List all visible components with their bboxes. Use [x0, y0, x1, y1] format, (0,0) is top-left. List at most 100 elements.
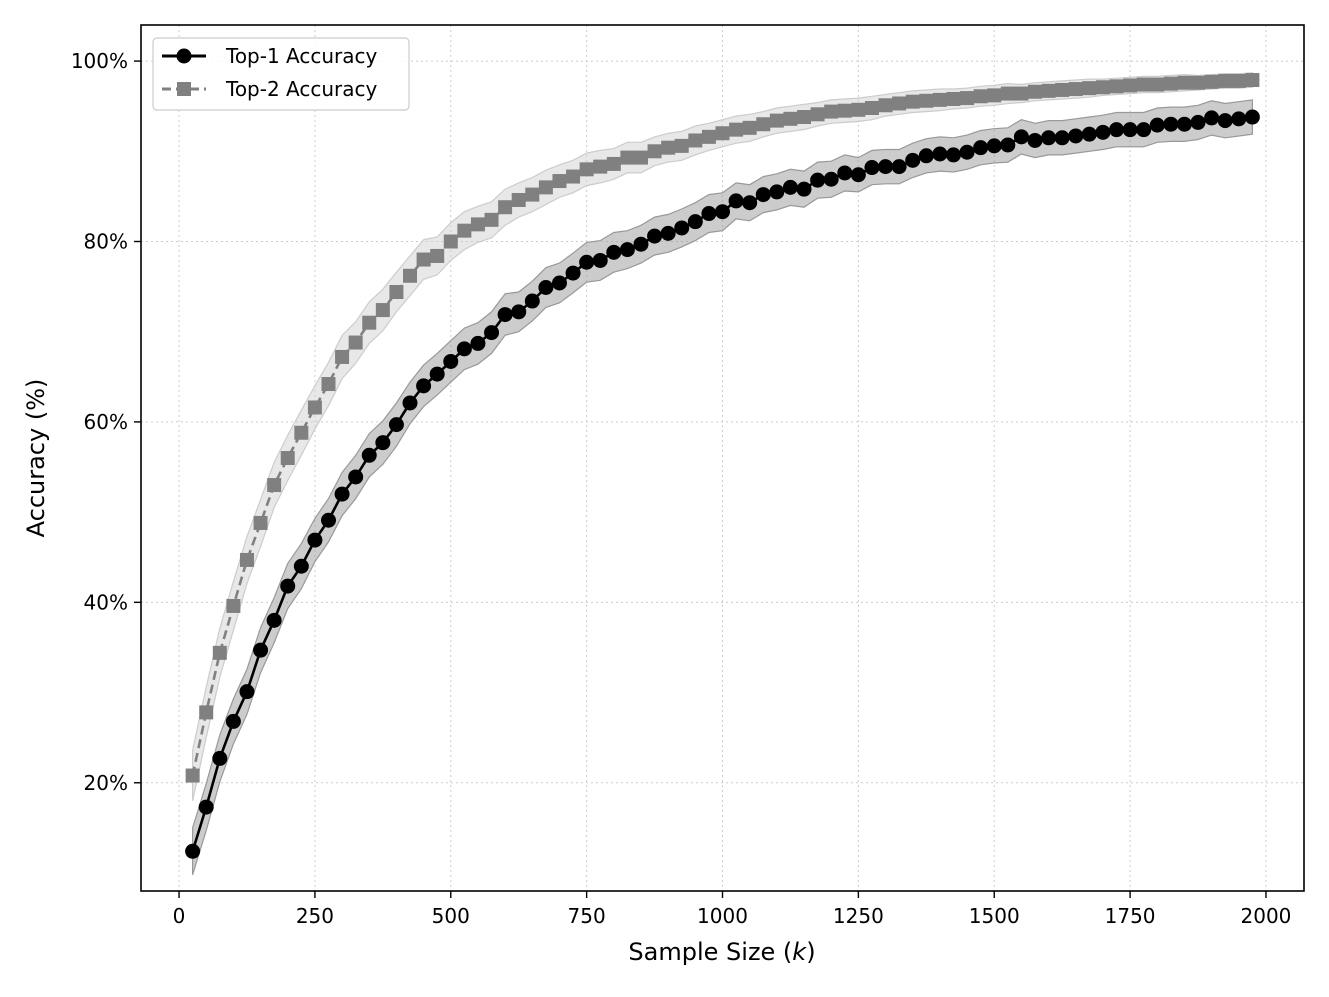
- point-top1: [1095, 124, 1111, 140]
- point-top2: [1055, 82, 1070, 97]
- point-top1: [823, 171, 839, 187]
- point-top1: [511, 304, 527, 320]
- point-top2: [1177, 75, 1192, 90]
- point-top2: [1163, 76, 1178, 91]
- legend-marker-top2: [177, 82, 191, 96]
- point-top2: [837, 103, 852, 118]
- y-tick-label: 20%: [84, 771, 128, 795]
- point-top2: [715, 126, 730, 141]
- point-top2: [810, 107, 825, 122]
- point-top1: [429, 366, 445, 382]
- point-top1: [1217, 113, 1233, 129]
- point-top1: [728, 193, 744, 209]
- point-top1: [687, 214, 703, 230]
- point-top1: [633, 236, 649, 252]
- x-tick-label: 2000: [1241, 904, 1292, 928]
- point-top2: [1150, 77, 1165, 92]
- point-top2: [1082, 81, 1097, 96]
- y-tick-label: 80%: [84, 230, 128, 254]
- point-top2: [1204, 74, 1219, 89]
- point-top2: [756, 117, 771, 132]
- point-top1: [1109, 122, 1125, 138]
- y-tick-label: 60%: [84, 410, 128, 434]
- band-top2: [192, 72, 1254, 801]
- y-axis-label: Accuracy (%): [22, 379, 50, 538]
- point-top1: [280, 578, 296, 594]
- x-axis-label-variable: k: [792, 938, 807, 966]
- point-top2: [688, 133, 703, 148]
- grid-lines: [141, 25, 1304, 891]
- point-top1: [674, 220, 690, 236]
- point-top1: [402, 395, 418, 411]
- point-top1: [212, 750, 228, 766]
- point-top1: [864, 160, 880, 176]
- point-top1: [973, 140, 989, 156]
- confidence-bands: [192, 72, 1254, 875]
- point-top1: [1122, 122, 1138, 138]
- x-tick-label: 1750: [1105, 904, 1156, 928]
- point-top2: [389, 285, 404, 300]
- point-top2: [457, 223, 472, 238]
- point-top1: [850, 167, 866, 183]
- point-top1: [959, 144, 975, 160]
- point-top2: [443, 234, 458, 249]
- point-top2: [552, 174, 567, 189]
- point-top1: [782, 179, 798, 195]
- point-top1: [484, 325, 500, 341]
- point-top1: [742, 195, 758, 211]
- point-top2: [375, 303, 390, 318]
- point-top2: [1027, 84, 1042, 99]
- point-top1: [551, 275, 567, 291]
- point-top1: [660, 225, 676, 241]
- point-top2: [905, 94, 920, 109]
- point-top1: [810, 172, 826, 188]
- point-top2: [647, 144, 662, 159]
- point-top2: [1000, 86, 1015, 101]
- point-top1: [769, 184, 785, 200]
- point-top1: [198, 799, 214, 815]
- point-top2: [1095, 80, 1110, 95]
- point-top1: [1000, 137, 1016, 153]
- point-top1: [348, 469, 364, 485]
- point-top2: [511, 193, 526, 208]
- band-top1: [192, 99, 1254, 875]
- point-top2: [253, 515, 268, 530]
- point-top2: [484, 212, 499, 227]
- point-top1: [1231, 111, 1247, 127]
- point-top1: [945, 147, 961, 163]
- point-top1: [361, 447, 377, 463]
- point-top2: [579, 162, 594, 177]
- point-top1: [986, 138, 1002, 154]
- point-top1: [1081, 126, 1097, 142]
- point-top1: [579, 254, 595, 270]
- point-top2: [403, 268, 418, 283]
- point-top2: [878, 98, 893, 113]
- point-top2: [498, 200, 513, 215]
- point-top1: [606, 244, 622, 260]
- point-top2: [783, 111, 798, 126]
- point-top1: [307, 532, 323, 548]
- point-top2: [267, 478, 282, 493]
- point-top2: [307, 400, 322, 415]
- point-top2: [348, 335, 363, 350]
- point-top1: [1068, 128, 1084, 144]
- point-top1: [524, 293, 540, 309]
- point-top2: [566, 169, 581, 184]
- point-top1: [1013, 129, 1029, 145]
- point-top1: [701, 206, 717, 222]
- point-top1: [538, 280, 554, 296]
- point-top1: [592, 252, 608, 268]
- x-axis-ticks: 0 250 500 750 1000 1250 1500 1750 2000: [173, 891, 1292, 928]
- point-top2: [919, 93, 934, 108]
- point-top1: [416, 378, 432, 394]
- point-top2: [892, 96, 907, 111]
- point-top2: [362, 315, 377, 330]
- x-axis-label: Sample Size (k): [628, 938, 815, 966]
- point-top2: [769, 113, 784, 128]
- point-top2: [742, 120, 757, 135]
- point-top2: [824, 104, 839, 119]
- point-top2: [674, 138, 689, 153]
- point-top1: [1176, 116, 1192, 132]
- legend-label-top1: Top-1 Accuracy: [225, 44, 378, 68]
